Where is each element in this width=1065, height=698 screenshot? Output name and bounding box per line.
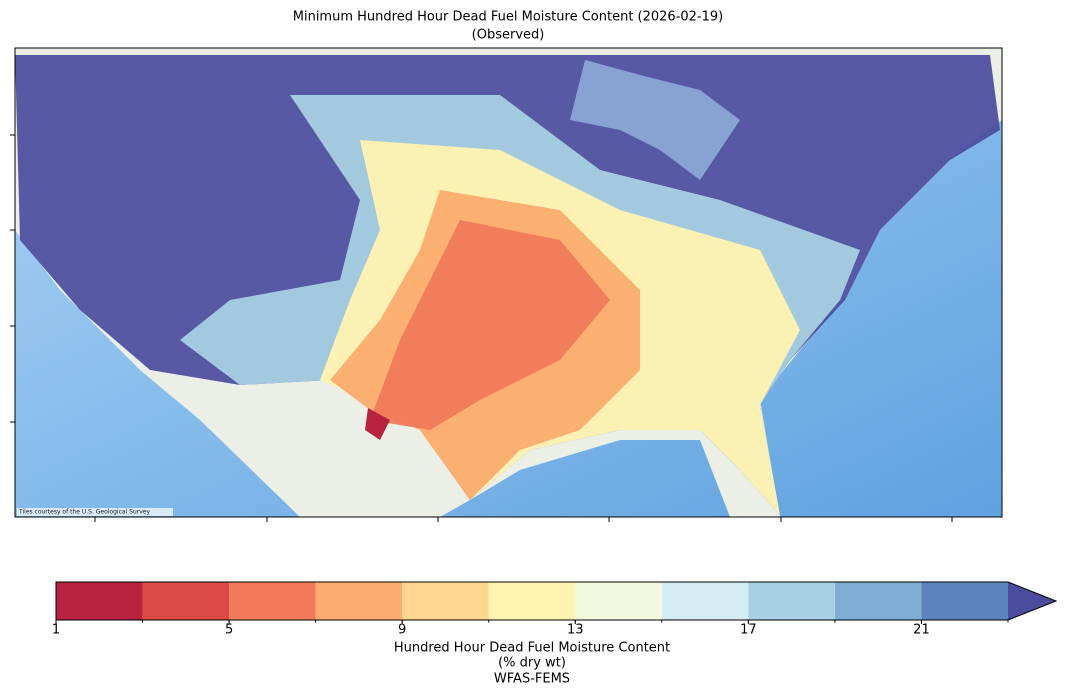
colorbar-segment	[56, 582, 143, 620]
colorbar-segment	[661, 582, 749, 620]
attribution: Tiles courtesy of the U.S. Geological Su…	[18, 509, 150, 516]
colorbar-label: (% dry wt)	[498, 656, 566, 671]
title-line: Minimum Hundred Hour Dead Fuel Moisture …	[293, 10, 724, 25]
colorbar-extension	[1008, 582, 1056, 620]
map-frame	[14, 47, 1003, 518]
colorbar-tick-label: 1	[52, 623, 60, 638]
colorbar-segment	[921, 582, 1008, 620]
colorbar-label: Hundred Hour Dead Fuel Moisture Content	[394, 641, 670, 656]
colorbar-tick-label: 17	[740, 623, 757, 638]
colorbar-segment	[834, 582, 922, 620]
colorbar-tick-label: 5	[225, 623, 233, 638]
colorbar-segment	[748, 582, 835, 620]
colorbar-segment	[229, 582, 316, 620]
colorbar-segment	[402, 582, 489, 620]
colorbar-tick-label: 13	[567, 623, 584, 638]
map-ticks	[10, 134, 953, 522]
colorbar-segment	[575, 582, 662, 620]
colorbar-segment	[142, 582, 230, 620]
title-line: (Observed)	[472, 28, 545, 43]
colorbar-segment	[315, 582, 403, 620]
colorbar-label: WFAS-FEMS	[494, 672, 570, 687]
colorbar-tick-label: 21	[913, 623, 930, 638]
colorbar-outline	[55, 581, 1058, 621]
colorbar-segment	[488, 582, 576, 620]
colorbar: 1 5 9 13 17 21	[52, 581, 1058, 638]
colorbar-tick-label: 9	[398, 623, 406, 638]
map	[15, 48, 1002, 517]
